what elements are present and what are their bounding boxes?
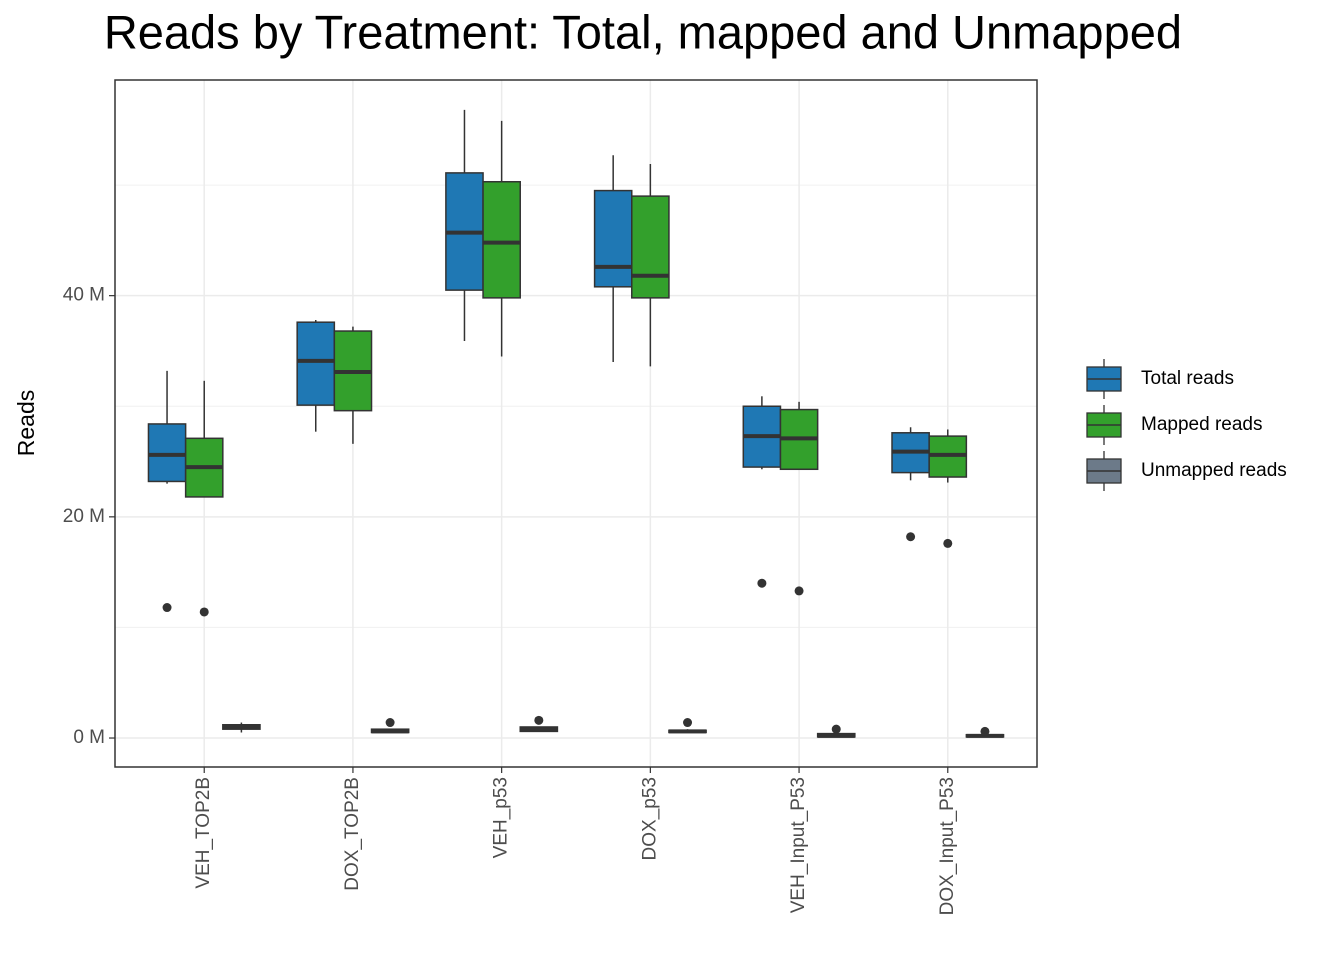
outlier xyxy=(162,603,172,613)
outlier xyxy=(943,538,953,548)
y-axis-label: Reads xyxy=(13,390,39,456)
x-tick-label: DOX_TOP2B xyxy=(342,777,363,891)
outlier xyxy=(385,718,395,728)
x-tick-label: VEH_p53 xyxy=(491,777,512,858)
x-tick-label: VEH_Input_P53 xyxy=(788,777,809,913)
legend-label: Total reads xyxy=(1141,368,1234,389)
box xyxy=(482,180,521,299)
y-tick-label: 20 M xyxy=(63,506,105,527)
y-tick-label: 40 M xyxy=(63,285,105,306)
plot-border xyxy=(114,79,1038,768)
outlier xyxy=(534,715,544,725)
x-tick-label: DOX_Input_P53 xyxy=(937,777,958,915)
chart-title: Reads by Treatment: Total, mapped and Un… xyxy=(104,5,1182,58)
outlier xyxy=(980,726,990,736)
x-tick-label: VEH_TOP2B xyxy=(193,777,214,889)
outlier xyxy=(199,607,209,617)
x-tick-label: DOX_p53 xyxy=(639,777,660,860)
outlier xyxy=(757,578,767,588)
box xyxy=(296,321,336,406)
box xyxy=(147,423,187,483)
outlier xyxy=(794,586,804,596)
outlier xyxy=(906,532,916,542)
legend-label: Unmapped reads xyxy=(1141,460,1287,481)
legend-label: Mapped reads xyxy=(1141,414,1262,435)
outlier xyxy=(683,718,693,728)
box xyxy=(593,189,633,288)
box xyxy=(631,195,670,299)
y-tick-label: 0 M xyxy=(73,727,105,748)
outlier xyxy=(831,724,841,734)
